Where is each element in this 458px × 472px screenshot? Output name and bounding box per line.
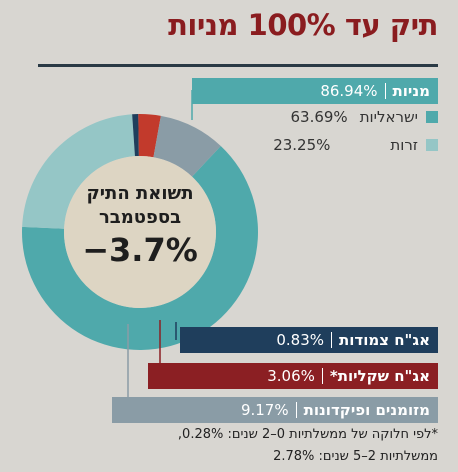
cash-label-name: מזומנים ופיקדונות [303, 401, 430, 419]
footnote: *לפי חלוקה של ממשלתיות 0–2 שנים: 0.28%, … [18, 424, 438, 468]
shekel-bonds-label-separator [321, 368, 323, 384]
foreign-swatch [426, 139, 438, 151]
center-label: תשואת התיק בספטמבר −3.7% [60, 182, 220, 270]
foreign-legend-row: זרות 23.25% [273, 136, 438, 154]
slice-foreign [22, 114, 135, 229]
shekel-bonds-label-value: 3.06% [267, 367, 315, 385]
foreign-legend-name: זרות [390, 136, 418, 154]
cash-label-separator [295, 402, 297, 418]
page-title: תיק עד 100% מניות [168, 8, 438, 42]
israeli-legend-value: 63.69% [290, 108, 348, 126]
shekel-bonds-label: אג"ח שקליות* 3.06% [148, 363, 438, 389]
corp-bonds-label-name: אג"ח צמודות [339, 331, 430, 349]
stocks-label-name: מניות [392, 82, 430, 100]
corp-bonds-label-separator [331, 332, 333, 348]
slice-corp-bonds [132, 114, 139, 157]
footnote-line2: ממשלתיות 2–5 שנים: 2.78% [273, 449, 438, 464]
stocks-label: מניות 86.94% [192, 78, 438, 104]
center-disc [64, 156, 216, 308]
israeli-legend-name: ישראליות [359, 108, 418, 126]
center-line2: בספטמבר [98, 207, 182, 228]
israeli-legend-row: ישראליות 63.69% [290, 108, 438, 126]
center-value: −3.7% [82, 231, 198, 269]
shekel-bonds-label-name: אג"ח שקליות* [329, 367, 430, 385]
stocks-label-value: 86.94% [320, 82, 378, 100]
title-divider [38, 64, 438, 67]
stocks-label-separator [384, 83, 386, 99]
foreign-legend-value: 23.25% [273, 136, 331, 154]
cash-label: מזומנים ופיקדונות 9.17% [112, 397, 438, 423]
slice-cash [153, 115, 221, 177]
corp-bonds-label: אג"ח צמודות 0.83% [180, 327, 438, 353]
slice-israeli [22, 145, 259, 351]
corp-bonds-label-value: 0.83% [276, 331, 325, 349]
center-line1: תשואת התיק [86, 183, 194, 204]
israeli-swatch [426, 111, 438, 123]
cash-label-value: 9.17% [240, 401, 289, 419]
footnote-line1: *לפי חלוקה של ממשלתיות 0–2 שנים: 0.28%, [177, 427, 438, 442]
slice-shekel-bonds [138, 114, 161, 158]
